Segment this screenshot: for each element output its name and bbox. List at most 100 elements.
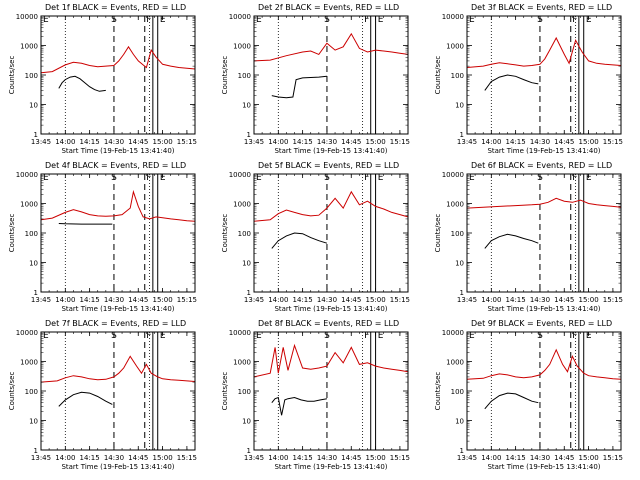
lld-series-line [41, 355, 195, 383]
marker-label-s: S [537, 15, 543, 25]
y-tick-label: 100 [451, 388, 464, 396]
marker-label-e-left: E [43, 173, 49, 183]
x-tick-label: 14:30 [317, 138, 337, 146]
x-tick-label: 14:15 [80, 138, 100, 146]
marker-label-e-left: E [256, 331, 262, 341]
marker-label-s: S [111, 331, 117, 341]
y-tick-label: 100 [238, 388, 251, 396]
x-tick-label: 14:15 [80, 454, 100, 462]
x-tick-label: 14:30 [530, 138, 550, 146]
events-series-line [58, 75, 106, 92]
plot-frame [466, 173, 622, 293]
marker-label-s: S [324, 173, 330, 183]
x-tick-label: 14:30 [104, 138, 124, 146]
y-tick-label: 10000 [229, 329, 251, 337]
y-tick-label: 100 [25, 72, 38, 80]
x-tick-label: 13:45 [244, 296, 264, 304]
x-tick-label: 15:00 [365, 454, 385, 462]
x-tick-label: 13:45 [457, 138, 477, 146]
plot-area [467, 174, 621, 292]
plot-area [467, 332, 621, 450]
x-axis-title: Start Time (19-Feb-15 13:41:40) [487, 147, 600, 155]
marker-label-e: E [378, 331, 384, 341]
marker-label-s: S [111, 173, 117, 183]
x-tick-label: 14:00 [55, 454, 75, 462]
events-series-line [484, 392, 539, 410]
x-tick-label: 15:00 [365, 296, 385, 304]
x-tick-label: 15:15 [177, 454, 197, 462]
marker-label-e-left: E [256, 173, 262, 183]
marker-label-e: E [160, 15, 166, 25]
y-axis-title: Counts/sec [221, 214, 229, 253]
marker-label-e-left: E [256, 15, 262, 25]
y-tick-label: 1 [247, 447, 251, 455]
y-tick-label: 1000 [233, 359, 251, 367]
plot-area [467, 16, 621, 134]
marker-label-f: F [146, 173, 151, 183]
x-tick-label: 15:00 [578, 296, 598, 304]
x-tick-label: 14:45 [554, 454, 574, 462]
panel-title: Det 4f BLACK = Events, RED = LLD [45, 161, 186, 170]
x-tick-label: 14:30 [530, 296, 550, 304]
plot-area [254, 16, 408, 134]
y-tick-label: 10 [242, 418, 251, 426]
panel-title: Det 2f BLACK = Events, RED = LLD [258, 3, 399, 12]
marker-label-e-left: E [43, 15, 49, 25]
events-series-line [484, 233, 539, 249]
chart-panel-7: Det 7f BLACK = Events, RED = LLD 13:45 14:… [8, 319, 197, 471]
x-tick-label: 14:00 [268, 296, 288, 304]
y-tick-label: 1000 [233, 43, 251, 51]
x-tick-label: 14:15 [80, 296, 100, 304]
x-tick-label: 14:30 [104, 454, 124, 462]
marker-label-e: E [586, 331, 592, 341]
events-series-line [271, 232, 328, 249]
x-tick-label: 14:00 [55, 296, 75, 304]
x-tick-label: 15:00 [578, 138, 598, 146]
chart-panel-9: Det 9f BLACK = Events, RED = LLD 13:45 14:… [434, 319, 623, 471]
x-tick-label: 14:45 [341, 454, 361, 462]
y-tick-label: 1000 [20, 359, 38, 367]
lld-series-line [41, 45, 195, 74]
lld-series-line [467, 36, 621, 68]
y-tick-label: 10000 [16, 13, 38, 21]
y-tick-label: 1000 [20, 43, 38, 51]
x-tick-label: 15:00 [152, 138, 172, 146]
plot-area [254, 332, 408, 450]
y-tick-label: 1 [247, 131, 251, 139]
y-axis-title: Counts/sec [8, 372, 16, 411]
x-tick-label: 15:00 [152, 454, 172, 462]
events-series-line [484, 74, 539, 91]
y-tick-label: 1000 [446, 359, 464, 367]
x-tick-label: 14:30 [317, 454, 337, 462]
marker-label-e: E [160, 173, 166, 183]
lld-series-line [254, 343, 408, 378]
marker-label-e-left: E [469, 173, 475, 183]
panel-title: Det 7f BLACK = Events, RED = LLD [45, 319, 186, 328]
y-tick-label: 1000 [446, 201, 464, 209]
y-tick-label: 1 [247, 289, 251, 297]
x-tick-label: 14:15 [293, 138, 313, 146]
x-axis-title: Start Time (19-Feb-15 13:41:40) [61, 463, 174, 471]
y-axis-title: Counts/sec [434, 372, 442, 411]
x-tick-label: 15:15 [390, 138, 410, 146]
y-tick-label: 10 [242, 102, 251, 110]
events-series-line [271, 75, 327, 99]
chart-panel-8: Det 8f BLACK = Events, RED = LLD 13:45 14:… [221, 319, 410, 471]
x-tick-label: 14:45 [554, 138, 574, 146]
lld-series-line [254, 190, 408, 222]
x-tick-label: 13:45 [31, 454, 51, 462]
y-axis-title: Counts/sec [8, 214, 16, 253]
y-tick-label: 10000 [16, 171, 38, 179]
x-tick-label: 14:15 [293, 296, 313, 304]
marker-label-s: S [324, 15, 330, 25]
x-tick-label: 14:15 [293, 454, 313, 462]
y-tick-label: 10 [242, 260, 251, 268]
marker-label-e: E [586, 173, 592, 183]
marker-label-s: S [537, 173, 543, 183]
x-tick-label: 15:15 [603, 296, 623, 304]
panel-title: Det 9f BLACK = Events, RED = LLD [471, 319, 612, 328]
marker-label-f: F [364, 173, 369, 183]
x-tick-label: 14:30 [317, 296, 337, 304]
x-tick-label: 15:15 [177, 296, 197, 304]
